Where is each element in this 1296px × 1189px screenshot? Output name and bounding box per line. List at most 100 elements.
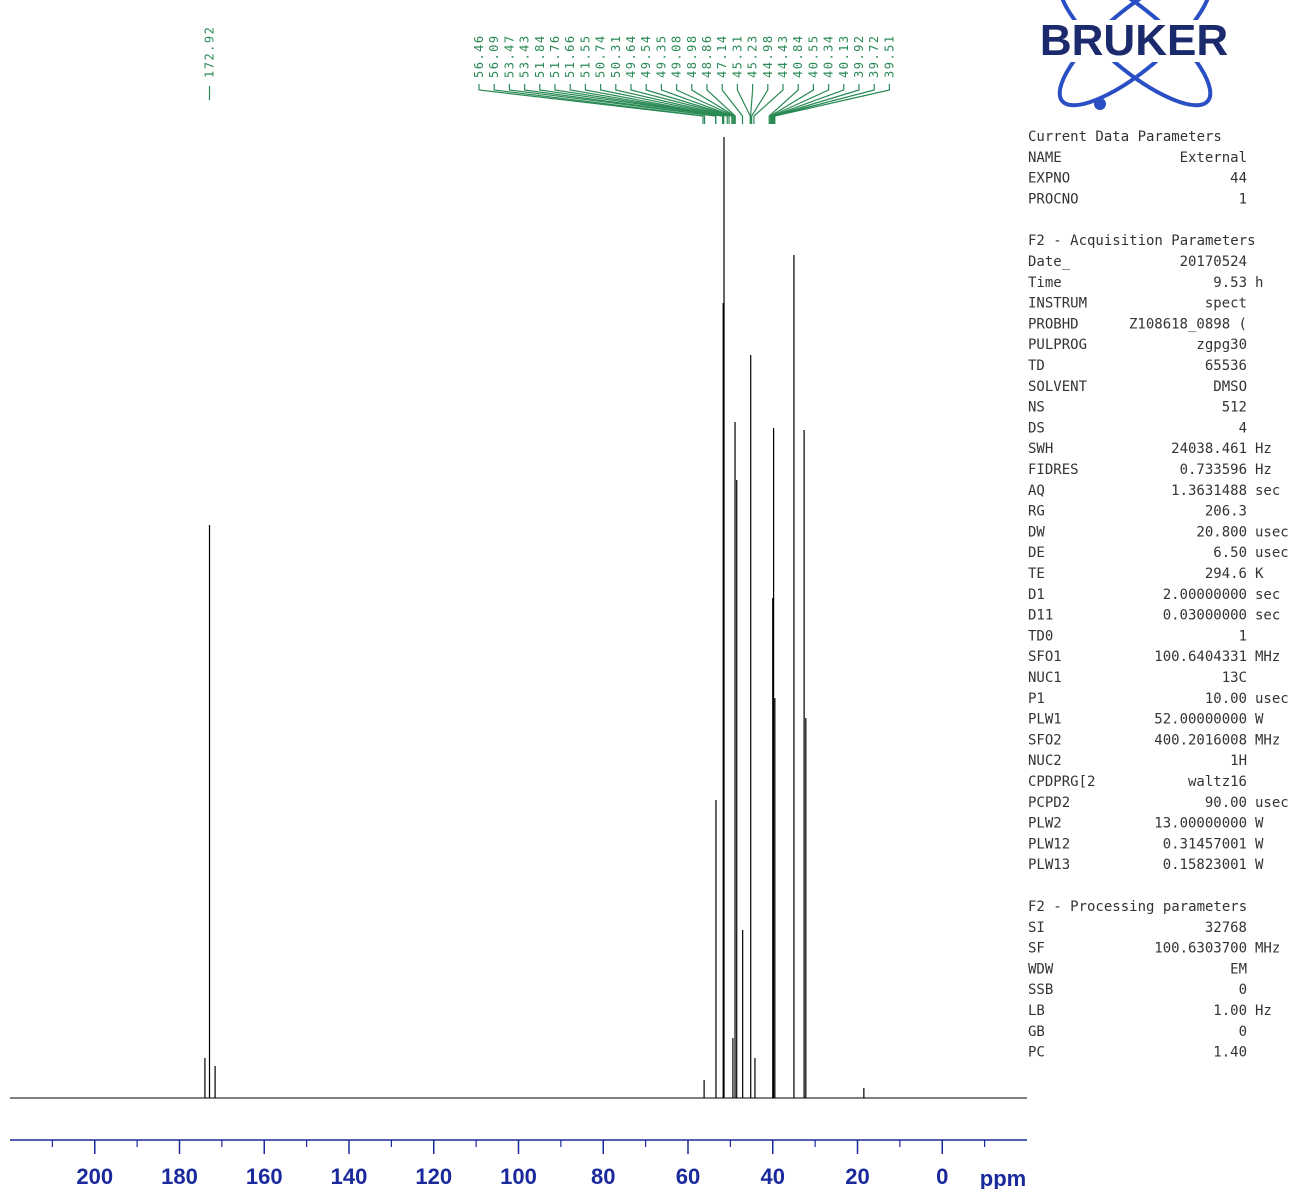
param-value: 206.3 bbox=[1205, 504, 1247, 520]
x-tick-label: 200 bbox=[76, 1164, 113, 1189]
param-unit: usec bbox=[1255, 545, 1289, 561]
param-unit: K bbox=[1255, 566, 1264, 582]
peak-label: 53.43 bbox=[518, 34, 532, 78]
param-value: 0.733596 bbox=[1180, 462, 1247, 478]
peak-label: 49.54 bbox=[639, 34, 653, 78]
peak-leader bbox=[772, 84, 860, 124]
param-name: PLW12 bbox=[1028, 836, 1070, 852]
param-unit: MHz bbox=[1255, 732, 1280, 748]
param-name: FIDRES bbox=[1028, 462, 1079, 478]
peak-leader bbox=[523, 84, 717, 124]
x-tick-label: 100 bbox=[500, 1164, 537, 1189]
peak-leader bbox=[584, 84, 725, 124]
param-name: RG bbox=[1028, 504, 1045, 520]
param-value: 9.53 bbox=[1213, 275, 1247, 291]
section-title: Current Data Parameters bbox=[1028, 129, 1222, 145]
param-value: zgpg30 bbox=[1196, 337, 1247, 353]
peak-label: 44.98 bbox=[761, 34, 775, 78]
param-unit: sec bbox=[1255, 587, 1280, 603]
param-value: 6.50 bbox=[1213, 545, 1247, 561]
param-name: TD bbox=[1028, 358, 1045, 374]
peak-label: 48.98 bbox=[685, 34, 699, 78]
param-value: 1 bbox=[1239, 191, 1247, 207]
x-tick-label: 180 bbox=[161, 1164, 198, 1189]
param-value: 400.2016008 bbox=[1154, 732, 1247, 748]
param-value: 0.03000000 bbox=[1163, 608, 1247, 624]
param-name: AQ bbox=[1028, 483, 1045, 499]
peak-label: 40.13 bbox=[837, 34, 851, 78]
param-name: EXPNO bbox=[1028, 171, 1070, 187]
param-value: waltz16 bbox=[1188, 774, 1247, 790]
peak-label: 49.08 bbox=[670, 34, 684, 78]
param-value: 1.3631488 bbox=[1171, 483, 1247, 499]
param-unit: MHz bbox=[1255, 941, 1280, 957]
param-value: 0.15823001 bbox=[1163, 857, 1247, 873]
peak-label: 56.46 bbox=[472, 34, 486, 78]
param-value: 44 bbox=[1230, 171, 1247, 187]
peak-label: 51.84 bbox=[533, 34, 547, 78]
peak-label: 49.35 bbox=[654, 34, 668, 78]
param-unit: W bbox=[1255, 816, 1264, 832]
param-unit: sec bbox=[1255, 483, 1280, 499]
param-value: 512 bbox=[1222, 400, 1247, 416]
peak-leader bbox=[493, 84, 706, 124]
x-tick-label: 60 bbox=[676, 1164, 700, 1189]
peak-label: 40.34 bbox=[822, 34, 836, 78]
peak-label: 40.55 bbox=[806, 34, 820, 78]
x-tick-label: 120 bbox=[415, 1164, 452, 1189]
param-value: 24038.461 bbox=[1171, 441, 1247, 457]
section-title: F2 - Acquisition Parameters bbox=[1028, 233, 1256, 249]
param-name: SSB bbox=[1028, 982, 1053, 998]
param-name: TD0 bbox=[1028, 628, 1053, 644]
param-value: 100.6404331 bbox=[1154, 649, 1247, 665]
peak-leader bbox=[749, 84, 754, 124]
peak-label: 51.76 bbox=[548, 34, 562, 78]
param-value: 13C bbox=[1222, 670, 1247, 686]
peak-label: 45.23 bbox=[746, 34, 760, 78]
param-value: 2.00000000 bbox=[1163, 587, 1247, 603]
param-name: DS bbox=[1028, 420, 1045, 436]
param-unit: W bbox=[1255, 712, 1264, 728]
peak-leader bbox=[736, 84, 751, 124]
peak-leader bbox=[770, 84, 830, 124]
peak-label: 39.72 bbox=[867, 34, 881, 78]
peak-label: 51.66 bbox=[563, 34, 577, 78]
param-value: External bbox=[1180, 150, 1247, 166]
param-unit: usec bbox=[1255, 524, 1289, 540]
param-value: 294.6 bbox=[1205, 566, 1247, 582]
param-value: EM bbox=[1230, 961, 1247, 977]
logo-dot bbox=[1094, 98, 1106, 110]
param-value: 1.00 bbox=[1213, 1003, 1247, 1019]
param-value: spect bbox=[1205, 296, 1247, 312]
param-name: TE bbox=[1028, 566, 1045, 582]
param-name: NS bbox=[1028, 400, 1045, 416]
peak-label: 50.74 bbox=[594, 34, 608, 78]
peak-label: 56.09 bbox=[487, 34, 501, 78]
param-name: LB bbox=[1028, 1003, 1045, 1019]
param-name: D1 bbox=[1028, 587, 1045, 603]
peak-leader bbox=[706, 84, 736, 124]
logo-orbit bbox=[1057, 0, 1213, 108]
param-value: 100.6303700 bbox=[1154, 941, 1247, 957]
param-name: DE bbox=[1028, 545, 1045, 561]
x-tick-label: 20 bbox=[845, 1164, 869, 1189]
param-name: PLW13 bbox=[1028, 857, 1070, 873]
peak-label: 48.86 bbox=[700, 34, 714, 78]
param-value: 13.00000000 bbox=[1154, 816, 1247, 832]
param-value: 0.31457001 bbox=[1163, 836, 1247, 852]
logo-text: BRUKER bbox=[1040, 16, 1228, 65]
param-name: Date_ bbox=[1028, 254, 1071, 270]
peak-label: 50.31 bbox=[609, 34, 623, 78]
parameter-panel: Current Data Parameters NAME External EXPNO… bbox=[1028, 129, 1289, 1061]
peak-label: 44.43 bbox=[776, 34, 790, 78]
peak-leader bbox=[478, 84, 704, 124]
param-name: WDW bbox=[1028, 961, 1054, 977]
x-tick-label: 80 bbox=[591, 1164, 615, 1189]
param-name: SFO2 bbox=[1028, 732, 1062, 748]
param-value: 4 bbox=[1239, 420, 1247, 436]
param-value: 10.00 bbox=[1205, 691, 1247, 707]
logo-backing bbox=[1025, 20, 1243, 62]
param-unit: MHz bbox=[1255, 649, 1280, 665]
param-name: GB bbox=[1028, 1024, 1045, 1040]
